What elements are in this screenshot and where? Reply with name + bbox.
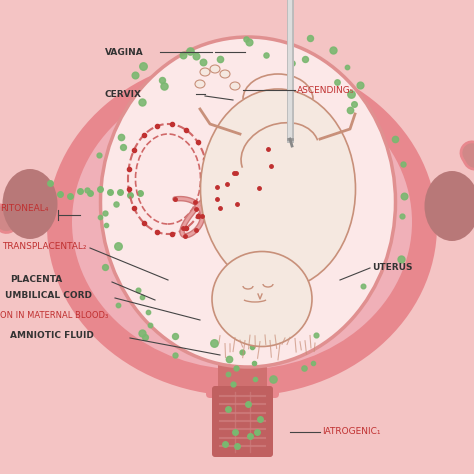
Text: TRANSPLACENTAL₂: TRANSPLACENTAL₂ (2, 241, 86, 250)
Text: ASCENDING₅: ASCENDING₅ (297, 85, 355, 94)
Ellipse shape (425, 171, 474, 241)
FancyBboxPatch shape (212, 386, 273, 457)
Text: ON IN MATERNAL BLOOD₃: ON IN MATERNAL BLOOD₃ (0, 310, 108, 319)
Text: PLACENTA: PLACENTA (10, 275, 62, 284)
FancyBboxPatch shape (206, 275, 279, 398)
Ellipse shape (100, 37, 395, 367)
Ellipse shape (200, 68, 210, 76)
Ellipse shape (72, 74, 412, 370)
Ellipse shape (47, 56, 437, 396)
Ellipse shape (230, 82, 240, 90)
Text: VAGINA: VAGINA (105, 47, 144, 56)
Ellipse shape (210, 65, 220, 73)
Text: UMBILICAL CORD: UMBILICAL CORD (5, 292, 92, 301)
Ellipse shape (201, 89, 356, 289)
Text: IATROGENIC₁: IATROGENIC₁ (322, 428, 381, 437)
Text: RITONEAL₄: RITONEAL₄ (0, 203, 48, 212)
Text: CERVIX: CERVIX (105, 90, 142, 99)
Ellipse shape (220, 70, 230, 78)
FancyBboxPatch shape (218, 277, 267, 391)
Ellipse shape (195, 80, 205, 88)
Text: AMNIOTIC FLUID: AMNIOTIC FLUID (10, 331, 94, 340)
Text: UTERUS: UTERUS (372, 264, 412, 273)
Ellipse shape (2, 169, 57, 239)
Ellipse shape (212, 252, 312, 346)
